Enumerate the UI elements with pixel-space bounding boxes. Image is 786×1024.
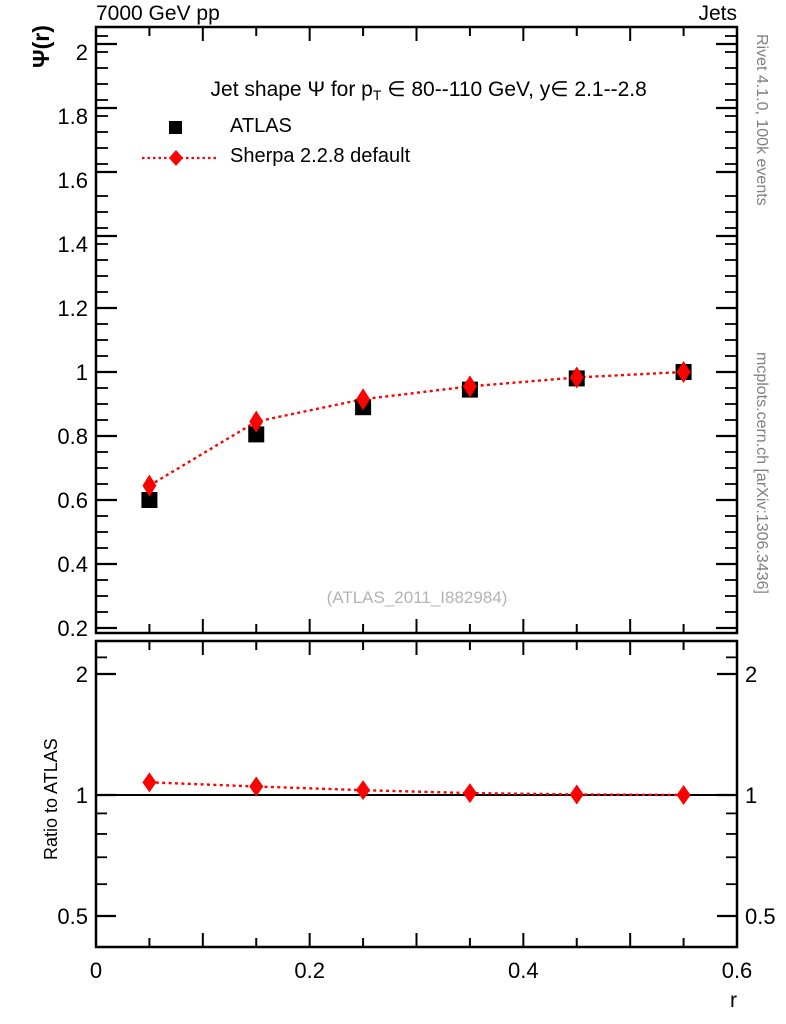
- tick-label: 0.6: [57, 488, 88, 513]
- data-point-atlas: [141, 492, 158, 508]
- legend-marker-square-icon: [169, 121, 182, 134]
- tick-label: 1.6: [57, 168, 88, 193]
- tick-label: 2: [76, 40, 88, 65]
- analysis-watermark: (ATLAS_2011_I882984): [326, 588, 508, 607]
- tick-label: 1.2: [57, 296, 88, 321]
- title-subscript-t: T: [372, 87, 382, 103]
- main-series-atlas-markers: [141, 364, 692, 508]
- tick-label: 1.4: [57, 232, 88, 257]
- header-right-label: Jets: [698, 2, 737, 25]
- title-part-c: ∈ 80--110 GeV, y∈ 2.1--2.8: [381, 78, 647, 101]
- ratio-data-point: [249, 776, 264, 797]
- data-point-atlas: [248, 426, 265, 443]
- ratio-panel-ytick-labels-right: 210.5: [745, 662, 776, 929]
- main-series-sherpa-line: [148, 370, 684, 487]
- legend-marker-diamond-icon: [142, 150, 216, 166]
- legend-label-atlas: ATLAS: [230, 115, 292, 137]
- data-point-sherpa: [676, 361, 691, 383]
- data-point-sherpa: [462, 375, 477, 398]
- main-panel-x-ticks: [95, 27, 738, 633]
- tick-label: 0.6: [722, 958, 753, 983]
- title-part-b: for p: [324, 78, 373, 101]
- xaxis-label: r: [730, 989, 737, 1012]
- tick-label: 0.5: [57, 904, 88, 929]
- data-point-sherpa: [249, 410, 264, 433]
- tick-label: 2: [745, 662, 757, 687]
- main-series-sherpa-markers: [142, 361, 691, 497]
- ratio-data-point: [356, 780, 371, 801]
- ratio-panel-y-axis: [96, 656, 737, 918]
- data-point-sherpa: [356, 388, 371, 411]
- data-point-sherpa: [142, 474, 157, 497]
- tick-label: 0.4: [57, 552, 88, 577]
- main-panel-ytick-labels: 2 1.8 1.6 1.4 1.2 1 0.8 0.6 0.4 0.2: [57, 40, 88, 641]
- ratio-data-point: [676, 785, 691, 805]
- tick-label: 0: [90, 958, 102, 983]
- main-plot-title: Jet shape Ψ for pT ∈ 80--110 GeV, y∈ 2.1…: [187, 58, 647, 123]
- tick-label: 0.2: [57, 616, 88, 641]
- xaxis-tick-labels: 0 0.2 0.4 0.6: [90, 958, 752, 983]
- main-panel-y-axis: [96, 35, 737, 630]
- ratio-panel-ytick-labels-left: 210.5: [57, 662, 88, 929]
- ratio-data-point: [142, 772, 157, 793]
- ratio-data-point: [462, 783, 477, 804]
- tick-label: 0.2: [294, 958, 325, 983]
- title-part-a: Jet shape: [210, 78, 308, 101]
- main-panel-frame: [94, 25, 739, 635]
- legend-label-sherpa: Sherpa 2.2.8 default: [230, 145, 411, 167]
- tick-label: 2: [76, 662, 88, 687]
- tick-label: 1: [745, 783, 757, 808]
- tick-label: 1.8: [57, 104, 88, 129]
- tick-label: 0.4: [508, 958, 539, 983]
- tick-label: 1: [76, 783, 88, 808]
- header-left-label: 7000 GeV pp: [96, 2, 220, 25]
- data-point-sherpa: [569, 366, 584, 389]
- tick-label: 0.8: [57, 424, 88, 449]
- ratio-data-point: [569, 784, 584, 805]
- tick-label: 1: [76, 360, 88, 385]
- title-psi-symbol: Ψ: [307, 78, 325, 101]
- ratio-panel-x-ticks: [95, 641, 738, 947]
- ratio-series-line: [149, 781, 684, 797]
- tick-label: 0.5: [745, 904, 776, 929]
- ratio-series-markers: [142, 772, 691, 805]
